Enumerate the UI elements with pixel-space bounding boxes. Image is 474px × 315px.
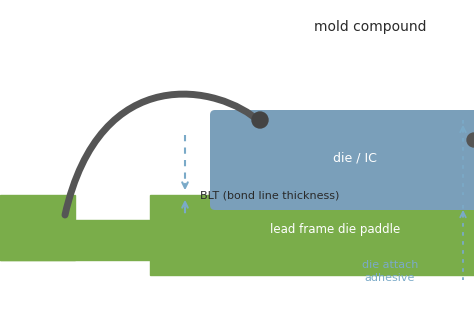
FancyBboxPatch shape (210, 110, 474, 210)
Bar (150, 195, 474, 275)
Bar (0, 220, 150, 260)
Text: mold compound: mold compound (314, 20, 426, 34)
Text: die / IC: die / IC (333, 152, 377, 164)
Bar (0, 195, 75, 260)
Bar (215, 195, 474, 205)
Circle shape (467, 133, 474, 147)
Text: BLT (bond line thickness): BLT (bond line thickness) (200, 190, 339, 200)
Text: die attach
adhesive: die attach adhesive (362, 260, 418, 283)
Text: lead frame die paddle: lead frame die paddle (270, 224, 400, 237)
Circle shape (252, 112, 268, 128)
